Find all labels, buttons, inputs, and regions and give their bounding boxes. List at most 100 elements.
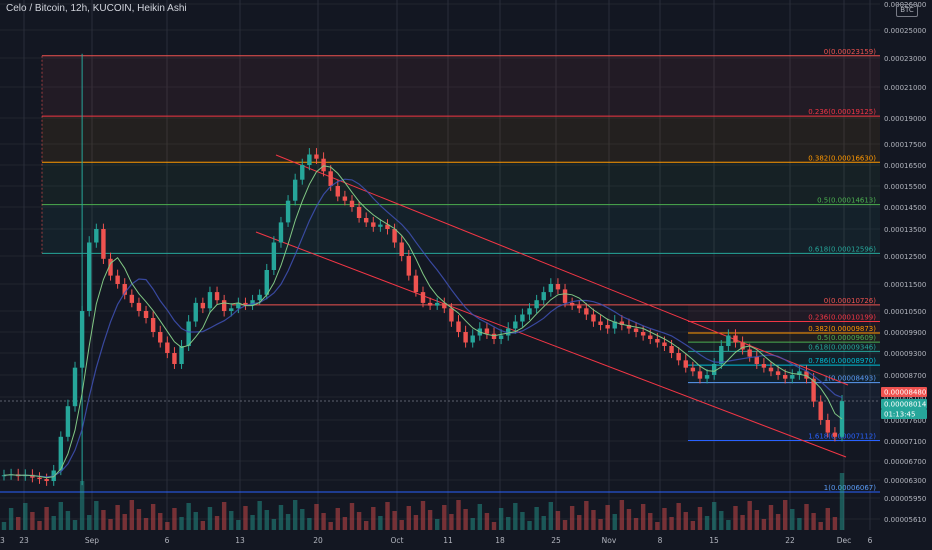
time-tick-9: Nov: [602, 536, 617, 545]
candle-9: [65, 399, 71, 442]
candle-body-17: [122, 284, 127, 295]
candle-63: [449, 303, 454, 327]
candle-body-41: [292, 179, 298, 201]
candle-115: [818, 395, 823, 425]
candle-body-0: [1, 475, 7, 477]
candle-body-28: [200, 302, 206, 309]
fib-zone-lower-4: [688, 351, 880, 366]
price-tick-4: 0.00019000: [884, 115, 926, 123]
price-tick-1: 0.00025000: [884, 27, 926, 35]
volume-bar-16: [115, 505, 120, 530]
fib-label-upper-3: 0.5(0.00014613): [817, 197, 876, 205]
candle-body-84: [598, 321, 603, 325]
candle-body-94: [669, 346, 674, 353]
candle-body-80: [569, 302, 575, 306]
candle-72: [513, 315, 518, 334]
candle-body-66: [470, 335, 475, 343]
candle-21: [150, 311, 156, 338]
candle-body-109: [775, 371, 781, 375]
volume-bar-110: [782, 500, 788, 530]
candle-body-85: [605, 325, 610, 329]
candle-body-57: [406, 256, 411, 276]
candle-14: [101, 223, 106, 265]
candle-81: [577, 300, 582, 314]
candle-body-65: [463, 332, 468, 343]
volume-bar-81: [577, 515, 582, 530]
volume-bar-63: [449, 514, 454, 530]
price-tick-14: 0.00009300: [884, 350, 926, 358]
candle-body-23: [165, 342, 170, 353]
candle-body-55: [392, 229, 397, 243]
candle-95: [676, 347, 681, 366]
candle-53: [378, 219, 383, 232]
candle-body-34: [243, 302, 248, 306]
candle-body-50: [356, 207, 362, 218]
candle-114: [811, 372, 816, 408]
candle-body-108: [768, 367, 774, 372]
candle-body-62: [442, 302, 447, 309]
currency-badge[interactable]: BTC: [896, 4, 918, 17]
candle-23: [165, 336, 170, 359]
candle-body-14: [101, 229, 106, 259]
candle-body-70: [498, 335, 504, 339]
ma-slow: [3, 178, 843, 478]
candle-22: [158, 325, 163, 348]
price-tick-3: 0.00021000: [884, 84, 926, 92]
volume-bar-19: [136, 509, 142, 530]
fib-label-upper-4: 0.618(0.00012596): [808, 245, 876, 253]
volume-bar-108: [768, 505, 774, 530]
volume-bar-14: [101, 510, 106, 530]
candle-16: [115, 269, 120, 289]
candle-body-18: [129, 294, 135, 303]
candle-body-25: [179, 346, 184, 364]
candle-body-98: [697, 371, 703, 379]
price-tick-13: 0.00009900: [884, 329, 926, 337]
candle-body-106: [754, 356, 759, 364]
volume-bar-98: [697, 507, 703, 530]
candle-17: [122, 278, 127, 300]
candle-body-47: [335, 186, 340, 197]
candle-78: [555, 278, 561, 294]
volume-bar-52: [371, 507, 376, 530]
candle-body-6: [44, 479, 49, 482]
volume-bar-97: [690, 521, 696, 530]
candle-body-89: [633, 328, 639, 332]
volume-bar-39: [278, 505, 284, 530]
volume-bar-46: [328, 522, 333, 530]
candle-body-56: [399, 242, 404, 256]
candle-body-93: [662, 342, 667, 346]
candle-45: [321, 152, 326, 177]
candle-49: [349, 195, 355, 212]
volume-bar-84: [598, 519, 603, 530]
price-tick-6: 0.00016500: [884, 162, 926, 170]
candle-body-5: [37, 477, 42, 480]
candle-body-16: [115, 275, 120, 284]
volume-bar-57: [406, 506, 411, 530]
fib-zone-2: [42, 162, 880, 205]
volume-bar-40: [285, 514, 291, 530]
candle-body-96: [683, 360, 688, 368]
time-tick-7: 18: [495, 536, 505, 545]
volume-bar-38: [271, 519, 277, 530]
candle-40: [285, 195, 291, 227]
volume-bar-60: [427, 510, 433, 530]
volume-bar-65: [463, 509, 468, 530]
volume-bar-37: [264, 510, 269, 530]
volume-bar-27: [193, 512, 198, 530]
candle-body-82: [584, 308, 589, 315]
price-tick-17: 0.00007600: [884, 417, 926, 425]
volume-bar-80: [569, 506, 575, 530]
volume-bar-112: [797, 518, 802, 530]
candle-body-37: [264, 270, 269, 295]
volume-bar-79: [562, 520, 568, 530]
candle-body-39: [278, 222, 284, 243]
time-tick-14: 6: [868, 536, 873, 545]
candle-89: [633, 322, 639, 338]
candle-101: [719, 340, 724, 369]
candle-body-19: [136, 302, 142, 311]
volume-bar-61: [435, 519, 440, 530]
fib-label-lower-2: 0.382(0.00009873): [808, 325, 876, 333]
candle-50: [356, 201, 362, 223]
candle-body-69: [491, 333, 497, 339]
